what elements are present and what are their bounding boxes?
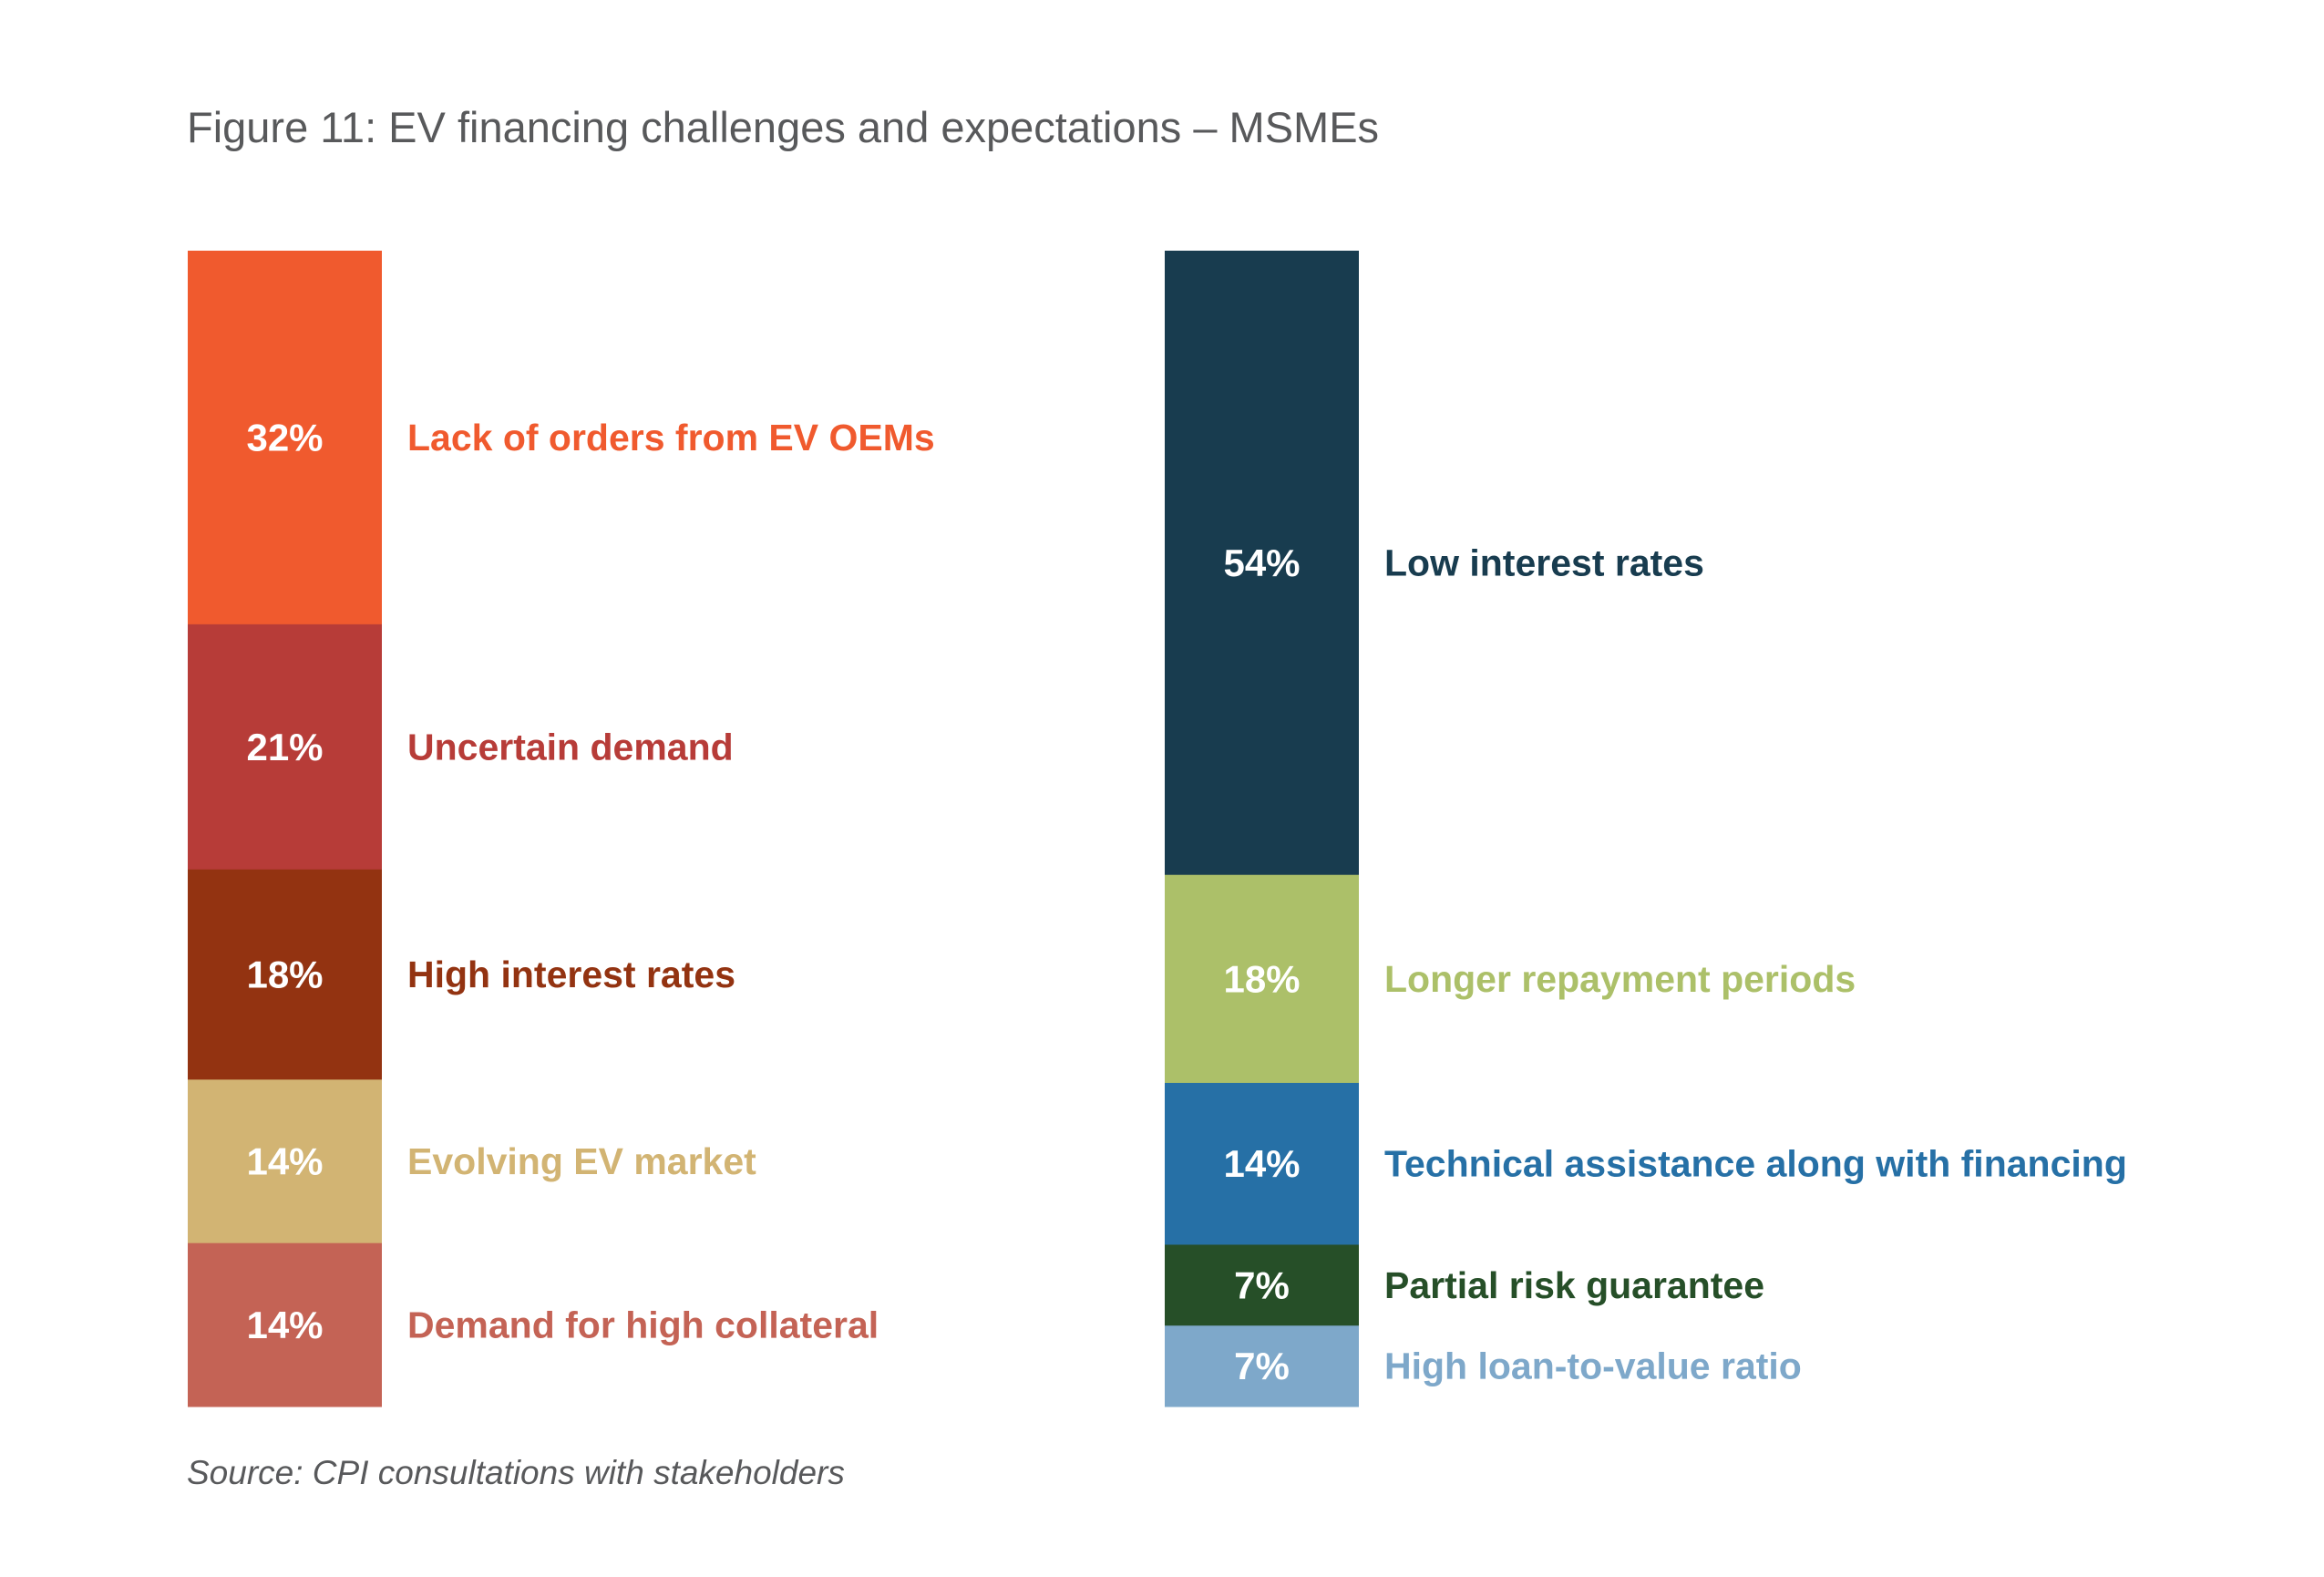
segment-category-label: Evolving EV market [407,1140,756,1182]
segment-value-label: 32% [246,416,323,459]
segment-category-label: Technical assistance along with financin… [1384,1143,2127,1185]
bar-segment [188,624,382,871]
segment-value-label: 7% [1234,1263,1290,1306]
segment-value-label: 14% [1223,1142,1300,1185]
bar-segment [1165,1325,1359,1407]
bar-segment [1165,1244,1359,1326]
bar-segment [1165,251,1359,876]
challenges-stacked-bar: 32% Lack of orders from EV OEMs 21% Uncerta… [188,251,935,1407]
segment-category-label: Longer repayment periods [1384,958,1856,1000]
bar-segment [188,1079,382,1244]
segment-value-label: 14% [246,1304,323,1346]
segment-category-label: High loan-to-value ratio [1384,1345,1802,1387]
segment-category-label: Low interest rates [1384,541,1704,583]
source-note: Source: CPI consultations with stakehold… [187,1454,845,1491]
bar-segment [188,869,382,1080]
segment-value-label: 54% [1223,541,1300,584]
segment-value-label: 7% [1234,1345,1290,1387]
segment-value-label: 18% [246,953,323,996]
segment-category-label: Uncertain demand [407,726,734,768]
bar-segment [1165,1082,1359,1245]
expectations-stacked-bar: 54% Low interest rates 18% Longer repayment… [1165,251,2127,1407]
bar-segment [188,1242,382,1407]
segment-category-label: High interest rates [407,953,735,995]
figure-title: Figure 11: EV financing challenges and e… [187,103,1380,151]
segment-value-label: 21% [246,726,323,768]
segment-category-label: Partial risk guarantee [1384,1264,1764,1306]
segment-value-label: 14% [246,1140,323,1183]
segment-category-label: Demand for high collateral [407,1304,879,1345]
bar-segment [1165,874,1359,1084]
bar-segment [188,251,382,625]
segment-value-label: 18% [1223,957,1300,1000]
segment-category-label: Lack of orders from EV OEMs [407,417,935,459]
